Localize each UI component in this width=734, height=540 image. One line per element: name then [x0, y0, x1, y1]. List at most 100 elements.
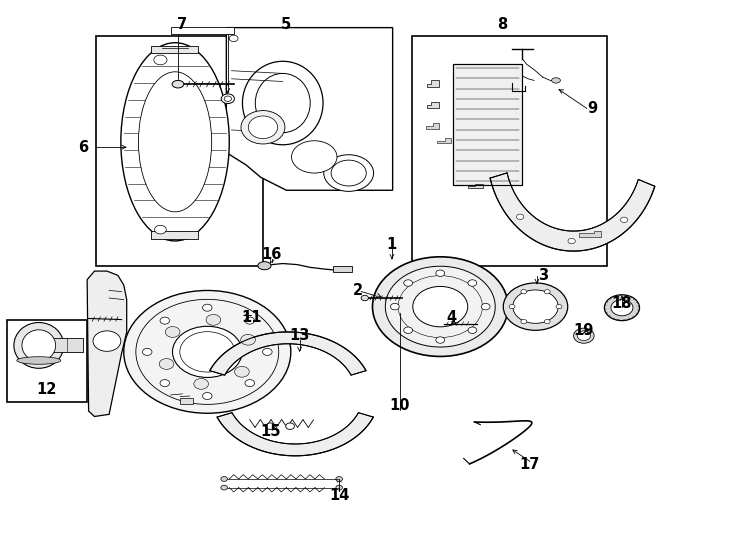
Ellipse shape [248, 116, 277, 139]
FancyBboxPatch shape [171, 27, 233, 34]
Ellipse shape [155, 225, 167, 234]
Polygon shape [87, 271, 127, 416]
Ellipse shape [221, 94, 234, 104]
Ellipse shape [159, 359, 174, 369]
Polygon shape [151, 231, 198, 239]
Text: 1: 1 [387, 237, 397, 252]
Ellipse shape [154, 55, 167, 65]
Ellipse shape [180, 332, 235, 372]
Text: 17: 17 [520, 457, 539, 472]
Ellipse shape [521, 289, 527, 294]
Polygon shape [468, 184, 483, 188]
Ellipse shape [17, 357, 61, 364]
Polygon shape [579, 231, 601, 237]
Ellipse shape [509, 305, 515, 309]
Text: 18: 18 [611, 296, 632, 311]
Ellipse shape [521, 319, 527, 323]
FancyBboxPatch shape [54, 338, 83, 352]
Ellipse shape [203, 304, 212, 311]
Text: 14: 14 [329, 488, 349, 503]
Ellipse shape [286, 423, 294, 429]
Ellipse shape [142, 348, 152, 355]
Ellipse shape [413, 286, 468, 327]
Ellipse shape [552, 78, 561, 83]
Ellipse shape [385, 266, 495, 347]
FancyBboxPatch shape [7, 320, 87, 402]
Text: 9: 9 [588, 101, 597, 116]
Polygon shape [427, 102, 439, 109]
Ellipse shape [577, 331, 590, 341]
Ellipse shape [121, 43, 229, 241]
Ellipse shape [545, 289, 550, 294]
Ellipse shape [224, 96, 231, 102]
Ellipse shape [258, 262, 271, 270]
Ellipse shape [482, 303, 490, 310]
Text: 3: 3 [538, 268, 548, 283]
Ellipse shape [263, 348, 272, 355]
Ellipse shape [245, 380, 255, 387]
Ellipse shape [206, 314, 221, 325]
Ellipse shape [468, 327, 477, 334]
FancyBboxPatch shape [413, 36, 607, 266]
Polygon shape [210, 332, 366, 375]
Ellipse shape [235, 366, 250, 377]
Ellipse shape [604, 295, 639, 321]
Ellipse shape [336, 477, 343, 481]
Ellipse shape [324, 155, 374, 191]
Ellipse shape [165, 327, 180, 338]
Text: 19: 19 [573, 323, 593, 338]
Ellipse shape [545, 319, 550, 323]
Ellipse shape [620, 217, 628, 222]
Ellipse shape [22, 330, 56, 361]
Polygon shape [426, 124, 439, 129]
Ellipse shape [172, 326, 242, 377]
Ellipse shape [436, 337, 445, 343]
Ellipse shape [194, 379, 208, 389]
Polygon shape [490, 173, 655, 251]
Ellipse shape [245, 317, 255, 324]
Ellipse shape [556, 305, 562, 309]
FancyBboxPatch shape [180, 398, 192, 403]
Ellipse shape [436, 270, 445, 276]
Ellipse shape [266, 423, 275, 429]
Ellipse shape [517, 214, 524, 219]
Ellipse shape [390, 303, 399, 310]
Ellipse shape [160, 380, 170, 387]
Text: 13: 13 [289, 328, 310, 343]
Ellipse shape [139, 72, 211, 212]
Text: 11: 11 [241, 310, 261, 325]
Ellipse shape [160, 317, 170, 324]
Text: 10: 10 [390, 398, 410, 413]
Polygon shape [151, 46, 198, 53]
Ellipse shape [568, 238, 575, 244]
Polygon shape [226, 28, 393, 190]
Ellipse shape [336, 485, 343, 490]
Ellipse shape [468, 280, 477, 286]
Ellipse shape [14, 322, 64, 368]
FancyBboxPatch shape [454, 64, 523, 185]
Ellipse shape [611, 300, 633, 316]
Text: 12: 12 [36, 382, 57, 397]
Polygon shape [217, 413, 374, 456]
Ellipse shape [331, 160, 366, 186]
Text: 16: 16 [261, 247, 282, 262]
Ellipse shape [203, 393, 212, 400]
Ellipse shape [504, 283, 567, 330]
Ellipse shape [513, 290, 559, 323]
Ellipse shape [229, 35, 238, 42]
Ellipse shape [221, 485, 228, 490]
Polygon shape [427, 80, 439, 87]
Text: 6: 6 [78, 140, 88, 154]
Ellipse shape [404, 280, 413, 286]
Text: 7: 7 [178, 17, 187, 32]
Text: 15: 15 [260, 424, 280, 439]
Text: 4: 4 [446, 310, 457, 325]
Ellipse shape [361, 295, 368, 301]
Ellipse shape [241, 111, 285, 144]
Ellipse shape [93, 331, 121, 352]
Text: 2: 2 [352, 283, 363, 298]
Ellipse shape [241, 334, 255, 345]
Ellipse shape [242, 61, 323, 145]
Polygon shape [437, 138, 451, 144]
Ellipse shape [573, 328, 594, 343]
